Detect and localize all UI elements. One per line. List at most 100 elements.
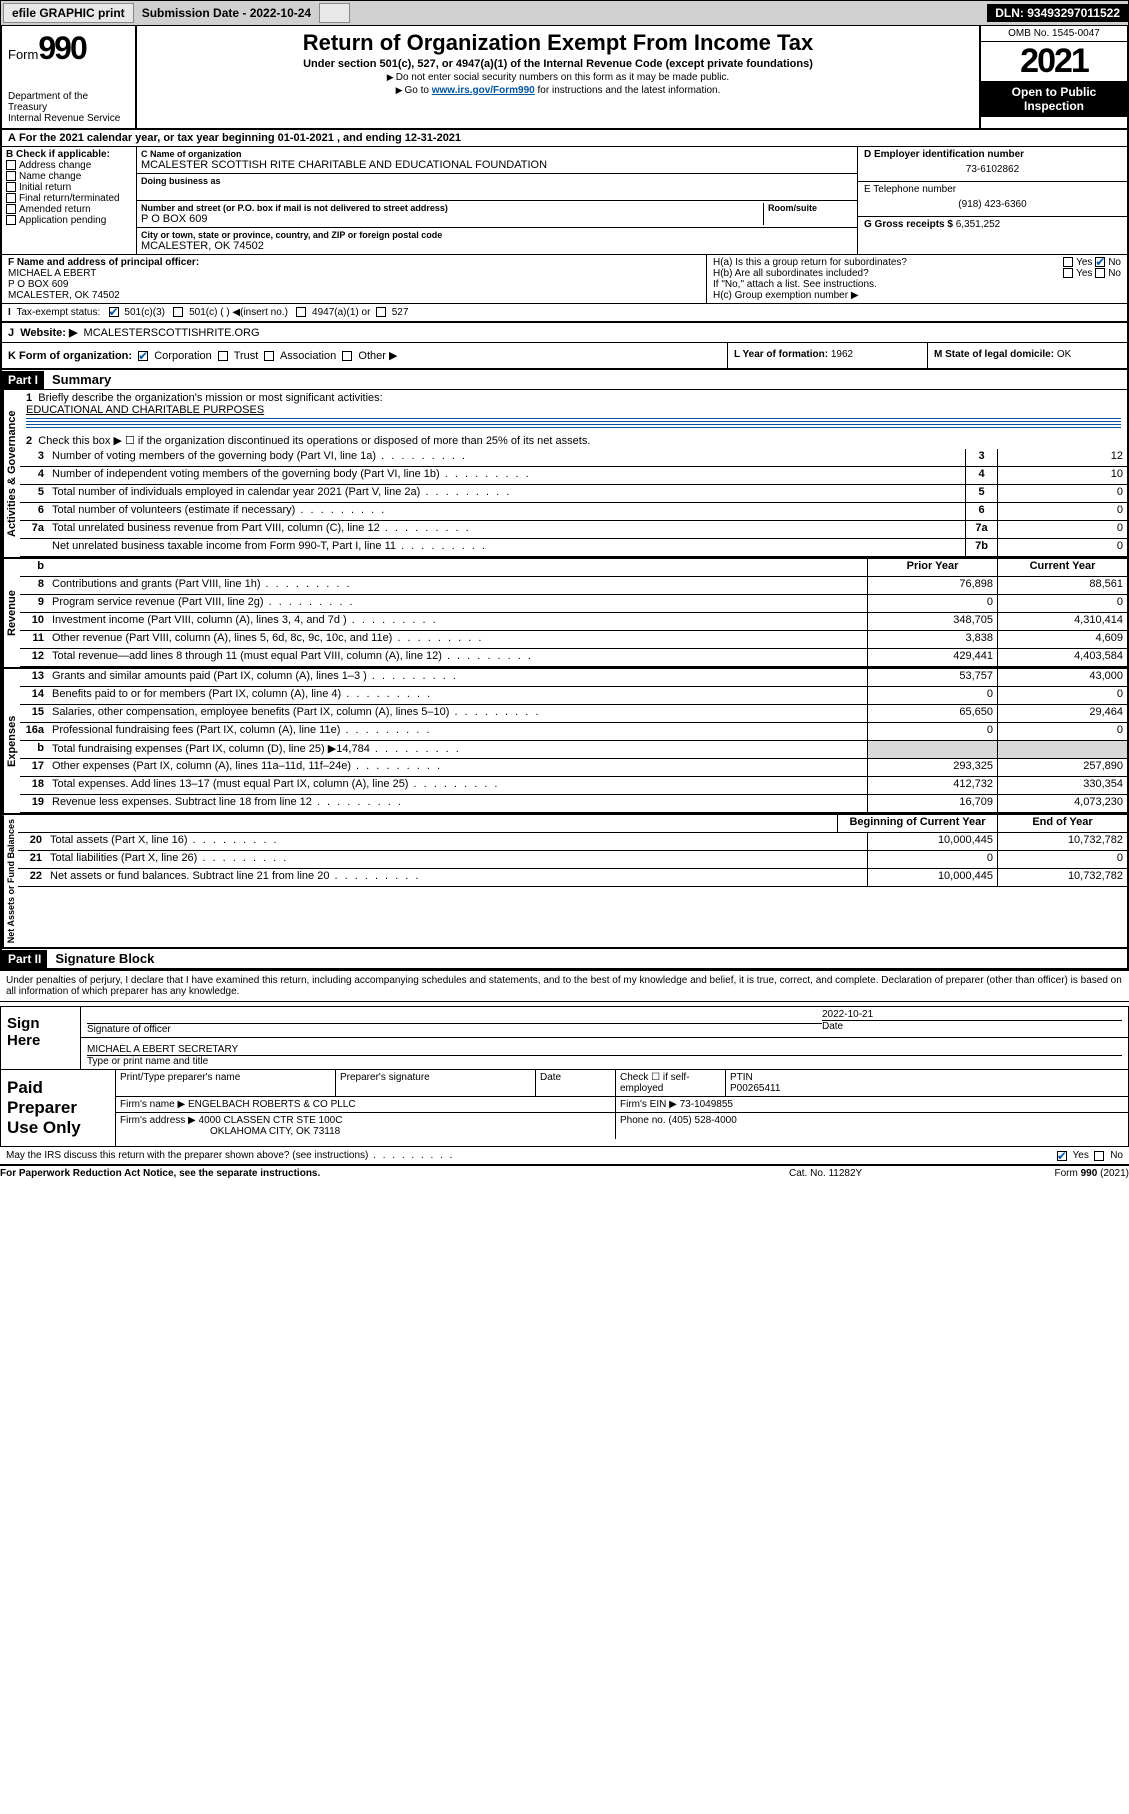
box-deg: D Employer identification number73-61028…	[857, 147, 1127, 254]
checkbox-discuss-yes[interactable]	[1057, 1151, 1067, 1161]
domicile-label: M State of legal domicile:	[934, 349, 1054, 360]
ptin-label: PTIN	[730, 1072, 753, 1083]
checkbox-amended[interactable]	[6, 204, 16, 214]
checkbox-4947[interactable]	[296, 307, 306, 317]
box-f: F Name and address of principal officer:…	[2, 255, 707, 303]
box-j: J Website: ▶ MCALESTERSCOTTISHRITE.ORG	[2, 322, 1127, 343]
dept-treasury: Department of the Treasury	[8, 91, 129, 113]
form-ref: Form 990 (2021)	[989, 1168, 1129, 1179]
box-c: C Name of organization MCALESTER SCOTTIS…	[137, 147, 857, 254]
hb-label: H(b) Are all subordinates included?	[713, 268, 869, 279]
firm-name-label: Firm's name ▶	[120, 1099, 185, 1110]
tab-revenue: Revenue	[2, 559, 20, 667]
form-subtitle: Under section 501(c), 527, or 4947(a)(1)…	[141, 58, 975, 70]
checkbox-527[interactable]	[376, 307, 386, 317]
note-goto-pre: Go to	[405, 85, 432, 96]
line-a: A For the 2021 calendar year, or tax yea…	[2, 130, 1127, 147]
page-footer: For Paperwork Reduction Act Notice, see …	[0, 1166, 1129, 1181]
checkbox-corp[interactable]	[138, 351, 148, 361]
box-l: L Year of formation: 1962	[727, 343, 927, 368]
checkbox-discuss-no[interactable]	[1094, 1151, 1104, 1161]
tax-year: 2021	[981, 42, 1127, 81]
tab-governance: Activities & Governance	[2, 390, 20, 557]
form-org-label: K Form of organization:	[8, 350, 132, 362]
penalty-statement: Under penalties of perjury, I declare th…	[0, 971, 1129, 1002]
section-governance: Activities & Governance 1 Briefly descri…	[2, 390, 1127, 559]
checkbox-trust[interactable]	[218, 351, 228, 361]
checkbox-name-change[interactable]	[6, 171, 16, 181]
checkbox-hb-yes[interactable]	[1063, 268, 1073, 278]
irs-link[interactable]: www.irs.gov/Form990	[432, 85, 535, 96]
phone-label: E Telephone number	[864, 184, 1121, 195]
officer-label: F Name and address of principal officer:	[8, 257, 700, 268]
checkbox-501c3[interactable]	[109, 307, 119, 317]
sign-here-label: Sign Here	[1, 1007, 81, 1069]
hb-note: If "No," attach a list. See instructions…	[713, 279, 1121, 290]
formation-value: 1962	[831, 349, 853, 360]
signature-block: Sign Here Signature of officer2022-10-21…	[0, 1006, 1129, 1070]
hc-label: H(c) Group exemption number ▶	[713, 290, 1121, 301]
tax-status-label: Tax-exempt status:	[16, 307, 100, 318]
section-revenue: Revenue bPrior YearCurrent Year 8Contrib…	[2, 559, 1127, 669]
checkbox-other[interactable]	[342, 351, 352, 361]
officer-name: MICHAEL A EBERT	[8, 268, 700, 279]
line2-text: Check this box ▶ ☐ if the organization d…	[38, 435, 590, 447]
opt-initial-return: Initial return	[19, 182, 71, 193]
opt-pending: Application pending	[19, 215, 106, 226]
section-expenses: Expenses 13Grants and similar amounts pa…	[2, 669, 1127, 815]
checkbox-ha-yes[interactable]	[1063, 257, 1073, 267]
mission-text: EDUCATIONAL AND CHARITABLE PURPOSES	[26, 404, 264, 416]
checkbox-ha-no[interactable]	[1095, 257, 1105, 267]
prep-name-label: Print/Type preparer's name	[116, 1070, 336, 1096]
city-label: City or town, state or province, country…	[141, 230, 853, 240]
box-b-head: B Check if applicable:	[6, 149, 132, 160]
part1-title: Summary	[44, 370, 119, 389]
street-value: P O BOX 609	[141, 213, 763, 225]
checkbox-address-change[interactable]	[6, 160, 16, 170]
org-name: MCALESTER SCOTTISH RITE CHARITABLE AND E…	[141, 159, 853, 171]
box-k: K Form of organization: Corporation Trus…	[2, 343, 727, 368]
sig-name: MICHAEL A EBERT SECRETARY	[87, 1044, 1122, 1056]
website-value: MCALESTERSCOTTISHRITE.ORG	[84, 327, 260, 339]
open-inspection: Open to Public Inspection	[981, 81, 1127, 117]
checkbox-pending[interactable]	[6, 215, 16, 225]
omb-number: OMB No. 1545-0047	[981, 26, 1127, 42]
dln-label: DLN: 93493297011522	[987, 4, 1128, 22]
checkbox-hb-no[interactable]	[1095, 268, 1105, 278]
street-label: Number and street (or P.O. box if mail i…	[141, 203, 763, 213]
checkbox-501c[interactable]	[173, 307, 183, 317]
part2-num: Part II	[2, 950, 47, 968]
firm-addr1: 4000 CLASSEN CTR STE 100C	[199, 1115, 343, 1126]
officer-street: P O BOX 609	[8, 279, 700, 290]
note-ssn: Do not enter social security numbers on …	[396, 72, 729, 83]
col-prior-year: Prior Year	[867, 559, 997, 576]
form-number: 990	[38, 30, 85, 66]
prep-self-label: Check ☐ if self-employed	[616, 1070, 726, 1096]
arrow-icon	[387, 72, 396, 83]
dba-label: Doing business as	[141, 176, 853, 186]
city-value: MCALESTER, OK 74502	[141, 240, 853, 252]
col-beginning: Beginning of Current Year	[837, 815, 997, 832]
form-title: Return of Organization Exempt From Incom…	[141, 30, 975, 56]
part2-title: Signature Block	[47, 949, 162, 968]
preparer-block: Paid Preparer Use Only Print/Type prepar…	[0, 1070, 1129, 1147]
col-current-year: Current Year	[997, 559, 1127, 576]
blank-button[interactable]	[319, 3, 350, 23]
line-a-text: For the 2021 calendar year, or tax year …	[19, 132, 461, 144]
form-word: Form	[8, 47, 38, 62]
opt-name-change: Name change	[19, 171, 81, 182]
header-center: Return of Organization Exempt From Incom…	[137, 26, 979, 128]
discuss-question: May the IRS discuss this return with the…	[6, 1150, 368, 1161]
note-goto-post: for instructions and the latest informat…	[535, 85, 721, 96]
checkbox-final-return[interactable]	[6, 193, 16, 203]
checkbox-initial-return[interactable]	[6, 182, 16, 192]
part1-num: Part I	[2, 371, 44, 389]
prep-sig-label: Preparer's signature	[336, 1070, 536, 1096]
checkbox-assoc[interactable]	[264, 351, 274, 361]
sig-name-label: Type or print name and title	[87, 1056, 1122, 1067]
box-i: I Tax-exempt status: 501(c)(3) 501(c) ( …	[2, 304, 1127, 321]
firm-ein: 73-1049855	[680, 1099, 733, 1110]
efile-button[interactable]: efile GRAPHIC print	[3, 3, 134, 23]
part2-header: Part II Signature Block	[2, 949, 1127, 969]
sig-officer-label: Signature of officer	[87, 1023, 822, 1035]
